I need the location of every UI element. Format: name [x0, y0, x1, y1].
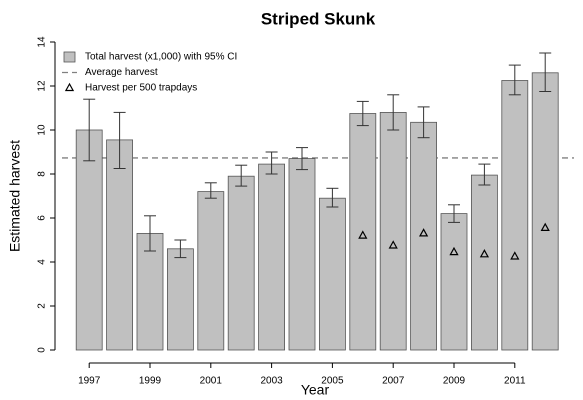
legend-marker [64, 82, 75, 92]
legend-label: Total harvest (x1,000) with 95% CI [85, 52, 237, 63]
bar [288, 158, 316, 351]
triangle-marker [510, 251, 520, 260]
bar [258, 163, 286, 351]
y-axis-title: Estimated harvest [7, 140, 23, 252]
y-tick-label: 2 [37, 303, 48, 309]
x-tick-label: 2011 [504, 376, 526, 387]
y-tick-label: 14 [37, 36, 48, 48]
legend-swatch [63, 51, 76, 63]
legend-label: Harvest per 500 trapdays [85, 83, 197, 94]
y-tick-label: 4 [37, 259, 48, 265]
bar [136, 232, 164, 351]
triangle-marker [388, 240, 398, 249]
bar [227, 175, 255, 351]
x-tick-label: 2007 [382, 376, 405, 387]
bar [166, 248, 194, 351]
x-tick-label: 2001 [200, 376, 223, 387]
triangle-marker [358, 230, 368, 239]
bar [501, 80, 529, 351]
triangle-marker [540, 222, 550, 231]
bar [75, 129, 103, 351]
x-tick-label: 2005 [321, 376, 344, 387]
y-tick-label: 0 [37, 347, 48, 353]
x-tick-label: 1999 [139, 376, 162, 387]
bar [531, 72, 559, 351]
bar [318, 197, 346, 351]
bar [197, 191, 225, 351]
bar [379, 112, 407, 351]
x-tick-label: 1997 [78, 376, 101, 387]
y-tick-label: 8 [37, 171, 48, 177]
x-axis-title: Year [301, 382, 330, 398]
x-tick-label: 2003 [260, 376, 283, 387]
bar [470, 174, 498, 351]
triangle-marker [418, 228, 429, 237]
triangle-marker [449, 246, 459, 256]
bar [106, 139, 133, 351]
y-tick-label: 12 [37, 80, 48, 92]
legend-label: Average harvest [85, 67, 158, 78]
y-tick-label: 10 [37, 124, 48, 136]
chart-title: Striped Skunk [261, 9, 376, 28]
triangle-marker [479, 249, 490, 258]
bar [440, 213, 468, 351]
y-tick-label: 6 [37, 215, 48, 221]
x-tick-label: 2009 [443, 376, 466, 387]
